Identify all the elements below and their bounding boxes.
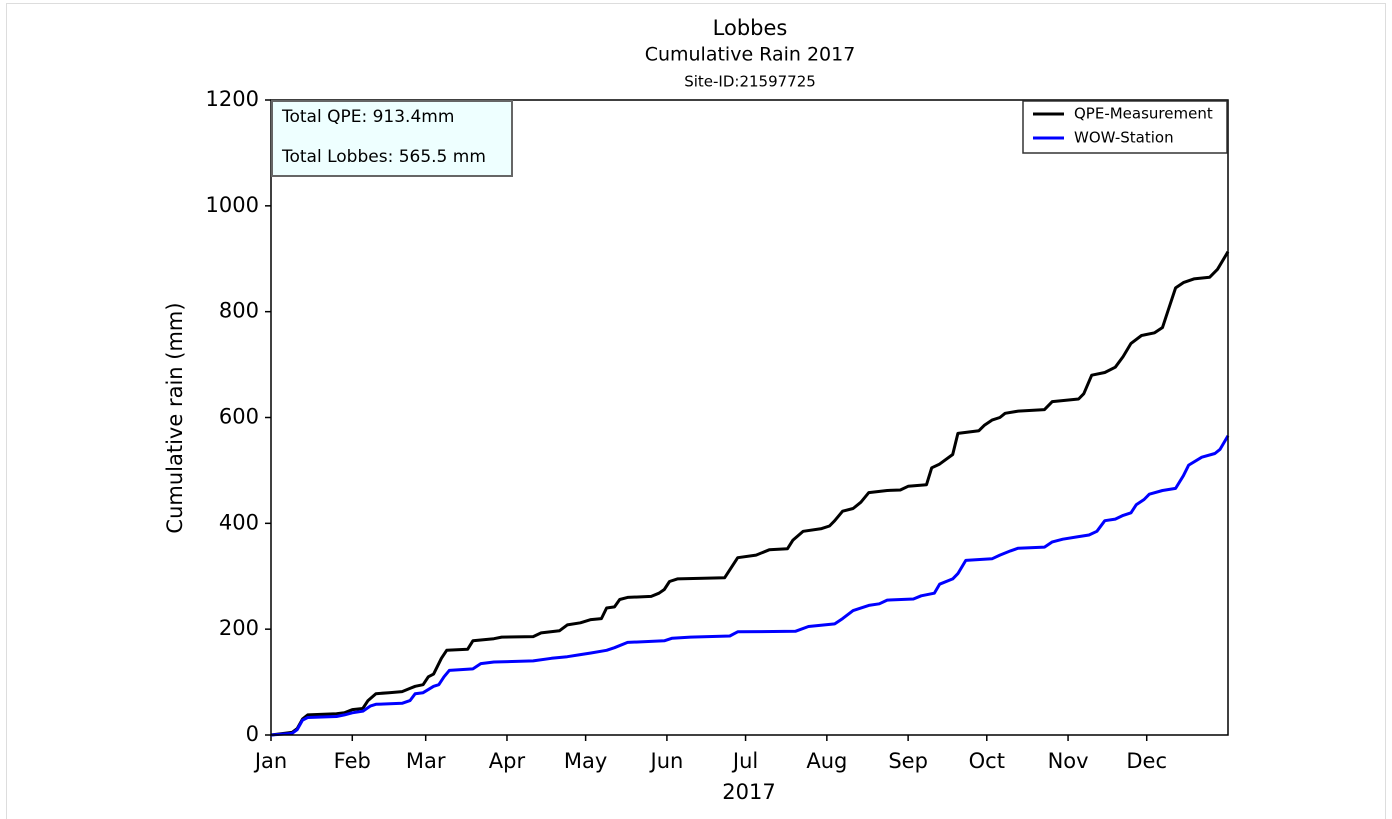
y-tick-label: 800: [219, 299, 259, 323]
x-tick-label: Nov: [1048, 749, 1089, 773]
plot-frame: [270, 99, 1229, 736]
legend-label: WOW-Station: [1074, 129, 1174, 147]
x-tick-label: Jul: [731, 749, 758, 773]
site-id: Site-ID:21597725: [684, 73, 816, 91]
y-tick-label: 600: [219, 405, 259, 429]
legend-label: QPE-Measurement: [1074, 105, 1213, 123]
annotation: Total Lobbes: 565.5 mm: [281, 147, 486, 167]
y-tick-label: 0: [246, 722, 259, 746]
y-tick-label: 1000: [206, 193, 259, 217]
x-tick-label: Jan: [253, 749, 287, 773]
x-tick-label: Mar: [406, 749, 446, 773]
x-tick-label: Aug: [806, 749, 847, 773]
y-axis-label: Cumulative rain (mm): [163, 302, 187, 533]
frame: [6, 3, 1386, 819]
y-tick-label: 400: [219, 510, 259, 534]
x-tick-label: Apr: [489, 749, 526, 773]
y-tick-label: 200: [219, 616, 259, 640]
x-tick-label: Dec: [1126, 749, 1167, 773]
x-tick-label: Feb: [334, 749, 371, 773]
line-series: [270, 435, 1230, 737]
chart-subtitle: Cumulative Rain 2017: [645, 44, 856, 66]
y-tick-label: 1200: [206, 87, 259, 111]
x-tick-label: Oct: [969, 749, 1005, 773]
annotation: Total QPE: 913.4mm: [281, 107, 454, 127]
annotation-box: [271, 100, 513, 177]
chart-title: Lobbes: [713, 16, 788, 40]
line-series: [270, 250, 1230, 737]
x-tick-label: May: [564, 749, 607, 773]
x-axis-label: 2017: [722, 780, 775, 804]
x-tick-label: Jun: [649, 749, 684, 773]
x-tick-label: Sep: [888, 749, 928, 773]
legend-box: [1022, 100, 1228, 154]
